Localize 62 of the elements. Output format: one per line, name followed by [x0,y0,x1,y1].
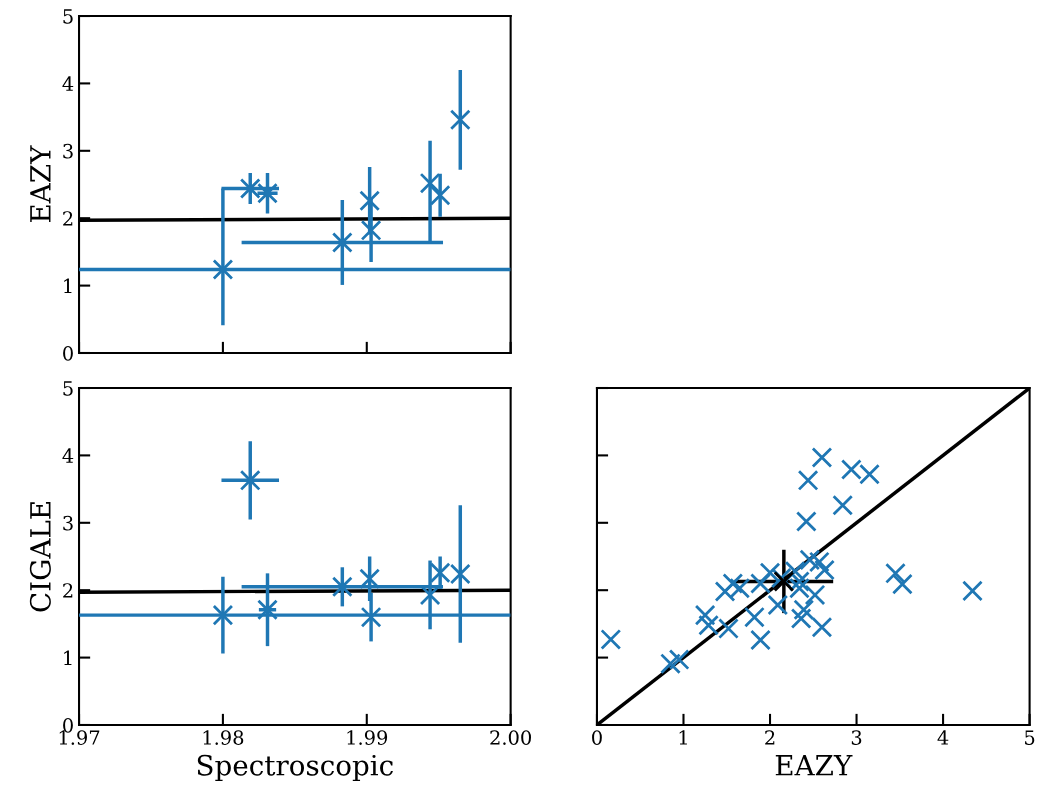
y-tick-label: 1 [64,278,72,293]
point [212,259,234,280]
y-tick-label: 4 [62,76,74,91]
point [799,549,821,571]
point [759,562,781,584]
x-tick-label: 4 [937,730,949,745]
y-tick-label: 0 [63,345,73,361]
x-tick-label: 3 [851,730,862,745]
x-tick-label: 2 [765,730,775,745]
y-tick-label: 4 [62,448,74,463]
point [694,604,716,626]
point [767,594,789,616]
point [360,219,382,241]
x-tick-label: 1.99 [347,730,388,745]
point [885,562,906,584]
x-tick-label: 5 [1025,730,1035,745]
point [331,576,353,598]
point [419,172,441,194]
point [795,511,817,532]
point [797,469,819,491]
y-axis-title: CIGALE [29,502,51,612]
y-tick-label: 2 [63,211,73,226]
point [891,573,913,595]
point [660,653,681,675]
point [789,577,810,599]
y-tick-label: 2 [63,583,73,598]
point [331,232,353,253]
point [804,584,826,606]
point [962,580,983,602]
y-tick-label: 1 [64,650,72,665]
point [750,629,771,651]
point [359,190,381,212]
x-axis-title: EAZY [775,755,853,776]
point [449,109,471,131]
point [600,628,622,650]
x-tick-label: 1.98 [203,730,244,745]
point [814,559,835,581]
point [429,184,451,206]
point [811,447,833,468]
point [257,599,278,621]
y-tick-label: 5 [63,9,73,24]
x-tick-label: 0 [592,730,602,745]
y-axis-title: EAZY [30,145,51,222]
point [832,494,854,516]
point [793,599,815,621]
point [808,551,830,573]
x-axis-title: Spectroscopic [197,754,393,782]
y-tick-label: 3 [63,515,73,531]
point [744,606,765,628]
point [750,573,771,594]
point [359,568,381,590]
point [668,649,690,671]
point [790,608,812,629]
point [722,573,744,594]
y-tick-label: 5 [63,381,73,396]
point [239,469,261,491]
point [811,616,833,638]
x-tick-label: 1 [679,730,687,745]
point [360,606,382,628]
point [212,604,234,626]
x-tick-label: 2.00 [490,730,531,745]
y-tick-label: 3 [63,143,73,159]
